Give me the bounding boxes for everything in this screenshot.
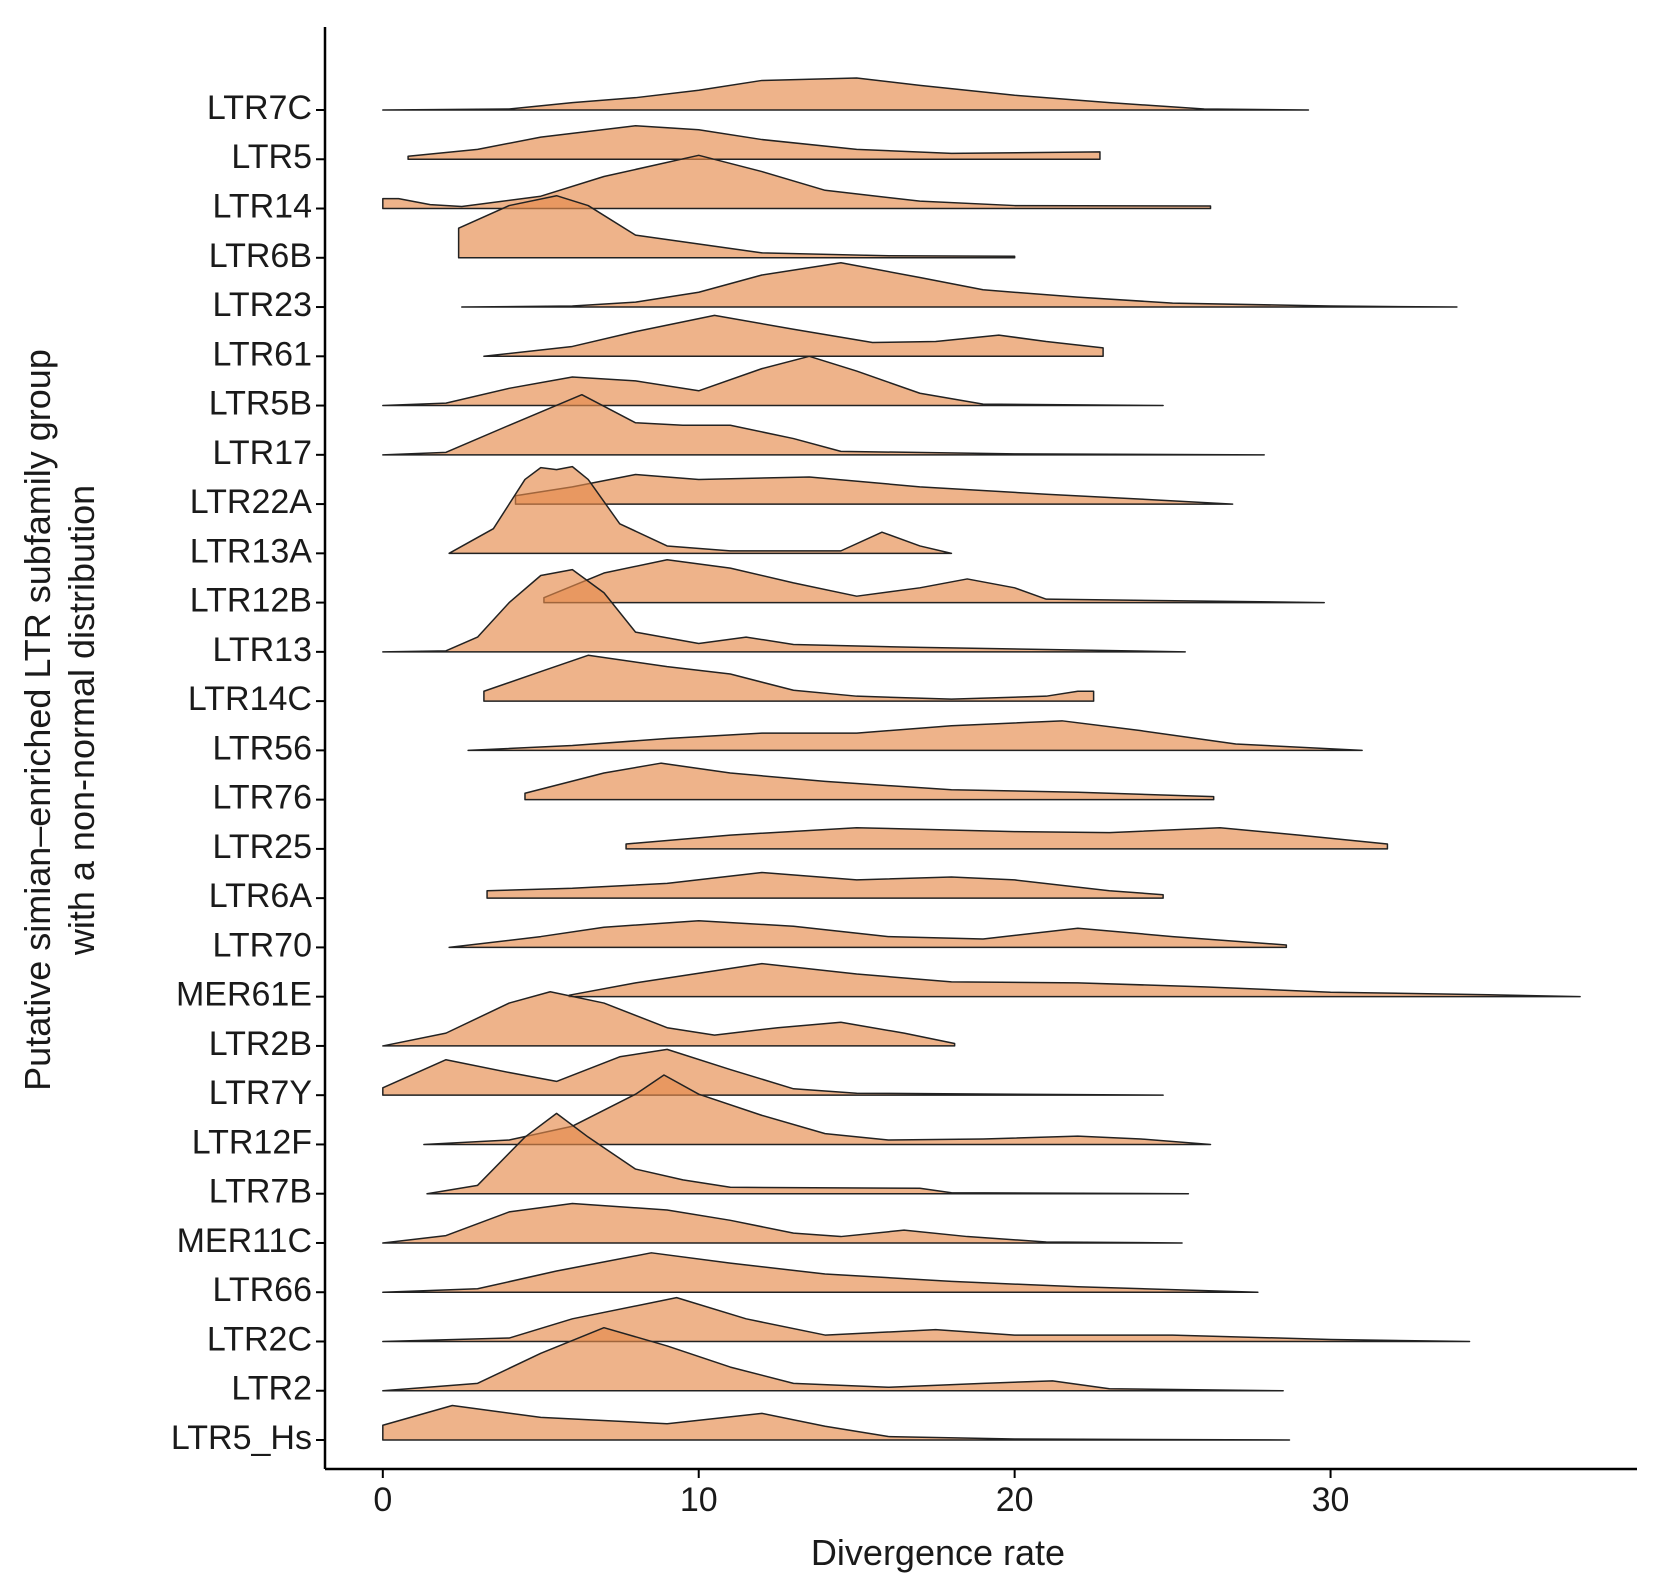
- x-tick-label: 30: [1312, 1481, 1350, 1519]
- y-tick-label: LTR7Y: [209, 1074, 312, 1112]
- ridge: [483, 654, 1095, 702]
- x-axis-title: Divergence rate: [811, 1532, 1065, 1573]
- y-tick-label: LTR25: [212, 828, 312, 866]
- y-tick-label: LTR7B: [209, 1173, 312, 1211]
- y-tick-label: LTR2B: [209, 1025, 312, 1063]
- y-tick-label: LTR13A: [190, 532, 313, 570]
- ridge: [524, 762, 1215, 801]
- y-tick-label: LTR5_Hs: [171, 1419, 312, 1457]
- y-tick-label: MER61E: [176, 976, 312, 1014]
- ridge: [382, 1252, 1259, 1293]
- y-tick-label: LTR14: [212, 188, 312, 226]
- ridge: [568, 962, 1581, 998]
- y-axis-title-line: Putative simian–enriched LTR subfamily g…: [17, 349, 58, 1091]
- ridge: [382, 1404, 1291, 1441]
- x-tick-label: 10: [680, 1481, 718, 1519]
- y-tick-label: LTR70: [212, 926, 312, 964]
- ridge: [382, 77, 1310, 111]
- ridge: [483, 314, 1104, 358]
- y-tick-label: LTR5: [231, 138, 312, 176]
- ridge: [382, 1202, 1183, 1244]
- ridge: [467, 720, 1363, 752]
- y-tick-label: LTR12B: [190, 582, 312, 620]
- y-tick-label: LTR56: [212, 729, 312, 767]
- ridge: [625, 826, 1389, 850]
- x-tick-label: 0: [373, 1481, 392, 1519]
- ridge: [426, 1112, 1190, 1195]
- ridge: [382, 355, 1164, 407]
- ridge: [457, 194, 1016, 259]
- y-tick-label: LTR2: [231, 1370, 312, 1408]
- y-tick-label: LTR66: [212, 1271, 312, 1309]
- ridge: [382, 154, 1212, 210]
- x-tick-label: 20: [996, 1481, 1034, 1519]
- ridge: [382, 393, 1265, 456]
- ridge: [448, 920, 1288, 949]
- y-tick-label: LTR6B: [209, 237, 312, 275]
- ridge: [382, 568, 1186, 653]
- y-tick-label: LTR13: [212, 631, 312, 669]
- y-tick-label: LTR6A: [209, 877, 313, 915]
- y-tick-label: LTR23: [212, 286, 312, 324]
- y-tick-label: LTR7C: [207, 89, 312, 127]
- y-tick-label: LTR61: [212, 335, 312, 373]
- ridge: [382, 1326, 1284, 1392]
- ridge: [543, 558, 1325, 604]
- ridge: [448, 465, 953, 555]
- ridge: [461, 261, 1458, 308]
- y-axis-title-line: with a non-normal distribution: [61, 485, 102, 956]
- ridge: [486, 871, 1164, 899]
- ridge: [423, 1074, 1212, 1146]
- ridge: [514, 473, 1234, 505]
- y-tick-label: LTR14C: [188, 680, 312, 718]
- y-tick-label: LTR5B: [209, 385, 312, 423]
- y-tick-label: LTR2C: [207, 1320, 312, 1358]
- ridge: [382, 1296, 1471, 1343]
- y-tick-label: MER11C: [177, 1222, 312, 1260]
- y-axis-title: Putative simian–enriched LTR subfamily g…: [17, 349, 102, 1091]
- y-tick-label: LTR76: [212, 779, 312, 817]
- ridge: [382, 990, 956, 1047]
- y-tick-label: LTR22A: [190, 483, 313, 521]
- ridge: [407, 125, 1101, 161]
- y-tick-label: LTR12F: [192, 1123, 312, 1161]
- y-tick-label: LTR17: [212, 434, 312, 472]
- ridge: [382, 1048, 1164, 1096]
